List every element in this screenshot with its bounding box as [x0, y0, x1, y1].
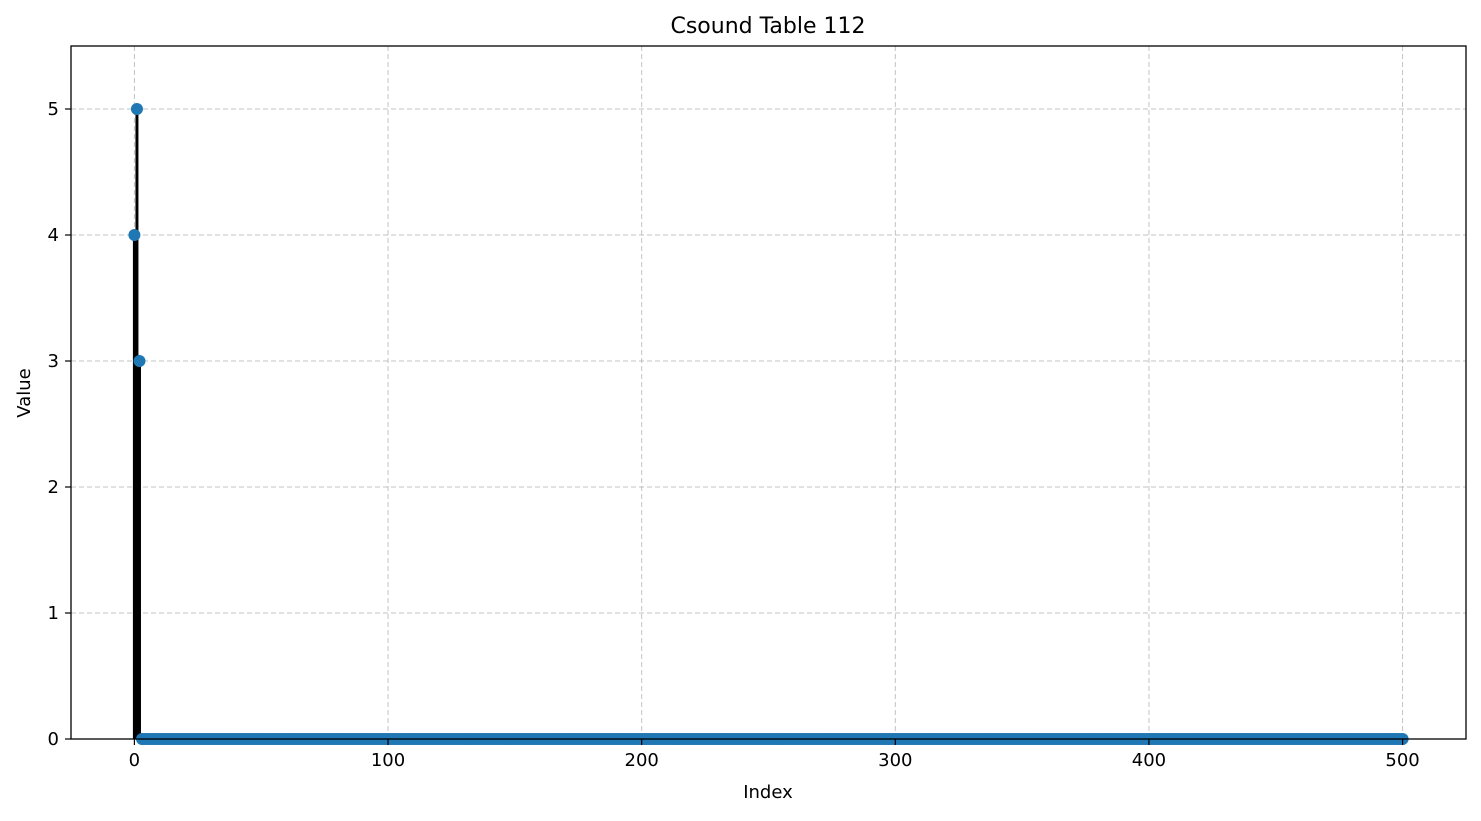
y-tick-label: 2 — [48, 477, 59, 498]
x-tick-label: 100 — [371, 750, 405, 771]
y-tick-label: 4 — [48, 225, 59, 246]
x-axis-ticks: 0 100 200 300 400 500 — [129, 739, 1420, 771]
y-axis-label: Value — [14, 368, 35, 417]
stem-marker — [130, 103, 143, 115]
x-tick-label: 500 — [1385, 750, 1419, 771]
stem-markers — [128, 103, 1409, 745]
x-axis-label: Index — [743, 782, 793, 803]
y-tick-label: 0 — [48, 729, 59, 750]
y-axis-ticks: 0 1 2 3 4 5 — [48, 99, 71, 750]
chart-title: Csound Table 112 — [670, 14, 865, 39]
stem-lines — [132, 109, 141, 739]
grid-lines — [71, 46, 1466, 740]
y-tick-label: 3 — [48, 351, 59, 372]
x-tick-label: 200 — [625, 750, 659, 771]
y-tick-label: 1 — [48, 603, 59, 624]
x-tick-label: 300 — [878, 750, 912, 771]
x-tick-label: 400 — [1132, 750, 1166, 771]
y-tick-label: 5 — [48, 99, 59, 120]
stem-marker — [128, 229, 141, 241]
plot-area-frame — [70, 45, 1467, 740]
x-tick-label: 0 — [129, 750, 140, 771]
stem-marker — [133, 355, 146, 367]
